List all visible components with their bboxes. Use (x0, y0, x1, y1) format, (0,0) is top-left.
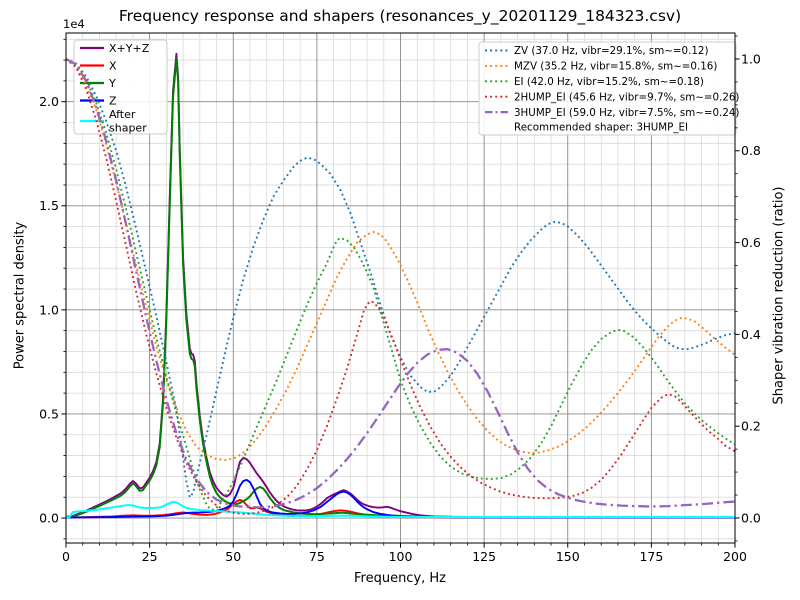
ticks (61, 35, 740, 548)
x-tick-label: 100 (389, 549, 413, 564)
left-y-tick-label: 1.5 (39, 198, 59, 213)
shaper-curves (66, 57, 735, 515)
right-y-tick-label: 1.0 (741, 51, 761, 66)
x-tick-label: 75 (309, 549, 325, 564)
curve-psd-z (66, 478, 735, 519)
x-tick-label: 175 (639, 549, 663, 564)
x-axis-label: Frequency, Hz (353, 571, 447, 586)
legend-label-2hump_ei: 2HUMP_EI (45.6 Hz, vibr=9.7%, sm~=0.26) (514, 91, 739, 103)
legend-label-mzv: MZV (35.2 Hz, vibr=15.8%, sm~=0.16) (514, 61, 717, 73)
curve-psd-y (66, 57, 735, 519)
left-y-tick-label: 0.5 (39, 406, 59, 421)
left-y-tick-label: 2.0 (39, 94, 59, 109)
left-y-tick-label: 1.0 (39, 302, 59, 317)
right-y-axis-label: Shaper vibration reduction (ratio) (771, 186, 787, 405)
curve-psd-after_shaper (66, 501, 735, 519)
x-tick-label: 0 (62, 549, 70, 564)
x-tick-label: 125 (472, 549, 496, 564)
right-y-tick-label: 0.6 (741, 235, 761, 250)
tick-labels: 0 25 50 75 100 125 150 175 200 0.0 0.5 1.0 1.5 2.0 0.0… (39, 51, 761, 564)
legend-label-3hump_ei: 3HUMP_EI (59.0 Hz, vibr=7.5%, sm~=0.24) (514, 107, 739, 119)
right-y-tick-label: 0.4 (741, 327, 761, 342)
curve-shaper-2hump_ei (66, 58, 735, 515)
x-tick-label: 25 (142, 549, 158, 564)
right-y-tick-label: 0.8 (741, 143, 761, 158)
curve-shaper-3hump_ei (66, 57, 735, 509)
legend-label-x: X (109, 60, 117, 73)
psd-curves (66, 52, 735, 519)
legend-label-zv: ZV (37.0 Hz, vibr=29.1%, sm~=0.12) (514, 45, 709, 57)
right-y-tick-label: 0.2 (741, 419, 761, 434)
curve-shaper-ei (66, 58, 735, 511)
curve-shaper-mzv (66, 58, 735, 462)
right-y-tick-label: 0.0 (741, 510, 761, 525)
legend-label-z: Z (109, 95, 117, 108)
y-axis-offset-label: 1e4 (63, 17, 85, 31)
chart-title: Frequency response and shapers (resonanc… (118, 7, 682, 25)
x-tick-label: 150 (556, 549, 580, 564)
legend-label-after_shaper-line1: shaper (109, 122, 147, 135)
legend-label-y: Y (108, 77, 116, 90)
legend-label-ei: EI (42.0 Hz, vibr=15.2%, sm~=0.18) (514, 76, 704, 88)
x-tick-label: 200 (723, 549, 747, 564)
right-legend: ZV (37.0 Hz, vibr=29.1%, sm~=0.12) MZV (3… (478, 41, 739, 136)
x-tick-label: 50 (225, 549, 241, 564)
legend-label-xyz: X+Y+Z (109, 42, 150, 55)
left-y-axis-label: Power spectral density (12, 221, 28, 370)
left-y-tick-label: 0.0 (39, 510, 59, 525)
legend-label-after_shaper-line0: After (109, 108, 136, 121)
recommended-shaper-text: Recommended shaper: 3HUMP_EI (514, 122, 688, 134)
curve-psd-xyz (66, 52, 735, 518)
